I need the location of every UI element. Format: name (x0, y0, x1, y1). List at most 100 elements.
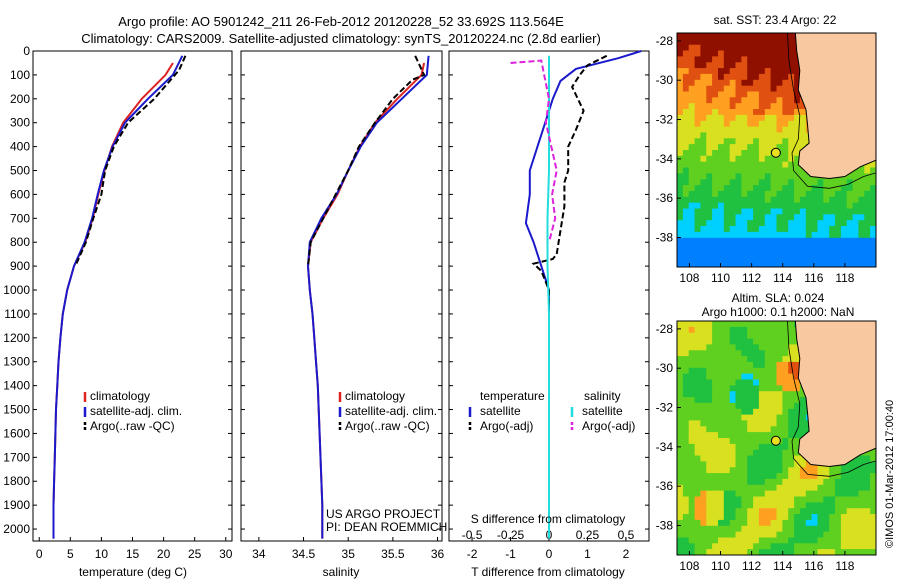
map-cell (723, 397, 731, 404)
map-cell (700, 420, 707, 427)
map-cell (817, 508, 824, 515)
map-cell (729, 514, 737, 521)
map-cell (776, 356, 783, 363)
map-cell (858, 543, 865, 550)
map-cell (677, 397, 684, 404)
map-cell (682, 179, 690, 186)
map-cell (729, 549, 737, 555)
map-cell (694, 132, 702, 139)
map-cell (688, 344, 696, 351)
map-cell (700, 549, 707, 555)
map-cell (718, 190, 725, 198)
map-cell (718, 449, 725, 457)
map-cell (864, 519, 871, 527)
map-cell (770, 537, 778, 544)
map-cell (747, 56, 754, 63)
map-cell (706, 531, 713, 538)
map-cell (747, 338, 754, 345)
map-cell (782, 56, 789, 63)
x-tick-label: 34.5 (292, 547, 316, 561)
map-cell (729, 226, 737, 233)
map-cell (794, 261, 801, 267)
map-cell (758, 38, 766, 46)
map-cell (712, 531, 719, 538)
map-cell (723, 62, 731, 69)
map-cell (682, 367, 690, 375)
map-cell (758, 138, 766, 145)
map-cell (770, 249, 778, 256)
map-cell (729, 490, 737, 497)
map-cell (700, 62, 707, 69)
map-cell (741, 167, 748, 174)
sst-map-title: sat. SST: 23.4 Argo: 22 (714, 13, 837, 27)
map-cell (682, 68, 690, 75)
map-cell (840, 467, 848, 474)
x-tick-label: 20 (157, 547, 171, 561)
series-line-climatology (52, 62, 174, 539)
map-cell (729, 426, 737, 433)
map-cell (858, 243, 865, 250)
map-cell (677, 237, 684, 245)
map-cell (700, 531, 707, 538)
map-cell (817, 202, 824, 209)
map-cell (858, 261, 865, 267)
map-cell (694, 226, 702, 233)
map-cell (753, 478, 760, 486)
map-cell (688, 350, 696, 357)
map-cell (782, 208, 789, 215)
map-cell (770, 126, 778, 133)
map-cell (682, 525, 690, 533)
map-cell (735, 155, 742, 163)
map-cell (735, 144, 742, 151)
map-cell (758, 73, 766, 81)
legend-group-title: temperature (480, 389, 545, 403)
map-cell (776, 514, 783, 521)
map-cell (794, 155, 801, 163)
map-cell (852, 519, 860, 527)
map-cell (805, 226, 813, 233)
map-cell (677, 438, 684, 445)
map-cell (677, 549, 684, 555)
map-cell (741, 208, 748, 215)
project-annotation: US ARGO PROJECT (326, 507, 441, 521)
map-cell (846, 255, 854, 262)
map-cell (700, 243, 707, 250)
map-cell (700, 455, 707, 462)
map-cell (682, 150, 690, 157)
map-cell (758, 33, 766, 40)
map-cell (823, 519, 830, 527)
map-cell (758, 56, 766, 63)
map-cell (788, 449, 795, 457)
map-cell (758, 91, 766, 98)
map-cell (735, 161, 742, 169)
difference-xlabel: T difference from climatology (471, 565, 625, 579)
map-cell (788, 50, 795, 57)
map-cell (723, 338, 731, 345)
map-cell (694, 56, 702, 63)
map-cell (712, 132, 719, 139)
map-cell (764, 332, 772, 340)
map-cell (682, 255, 690, 262)
map-cell (682, 443, 690, 451)
map-cell (758, 97, 766, 104)
map-cell (782, 438, 789, 445)
map-cell (682, 397, 690, 404)
map-cell (712, 50, 719, 57)
map-cell (788, 114, 795, 122)
map-cell (694, 126, 702, 133)
map-cell (700, 185, 707, 192)
map-cell (753, 543, 760, 550)
map-cell (723, 350, 731, 357)
map-cell (770, 373, 778, 380)
map-cell (788, 519, 795, 527)
map-cell (823, 208, 830, 215)
map-cell (677, 543, 684, 550)
map-cell (782, 44, 789, 52)
map-cell (723, 438, 731, 445)
map-cell (858, 473, 865, 480)
map-cell (700, 91, 707, 98)
y-tick-label: 1900 (3, 498, 30, 512)
map-cell (776, 85, 783, 93)
map-cell (741, 120, 748, 128)
map-cell (788, 373, 795, 380)
